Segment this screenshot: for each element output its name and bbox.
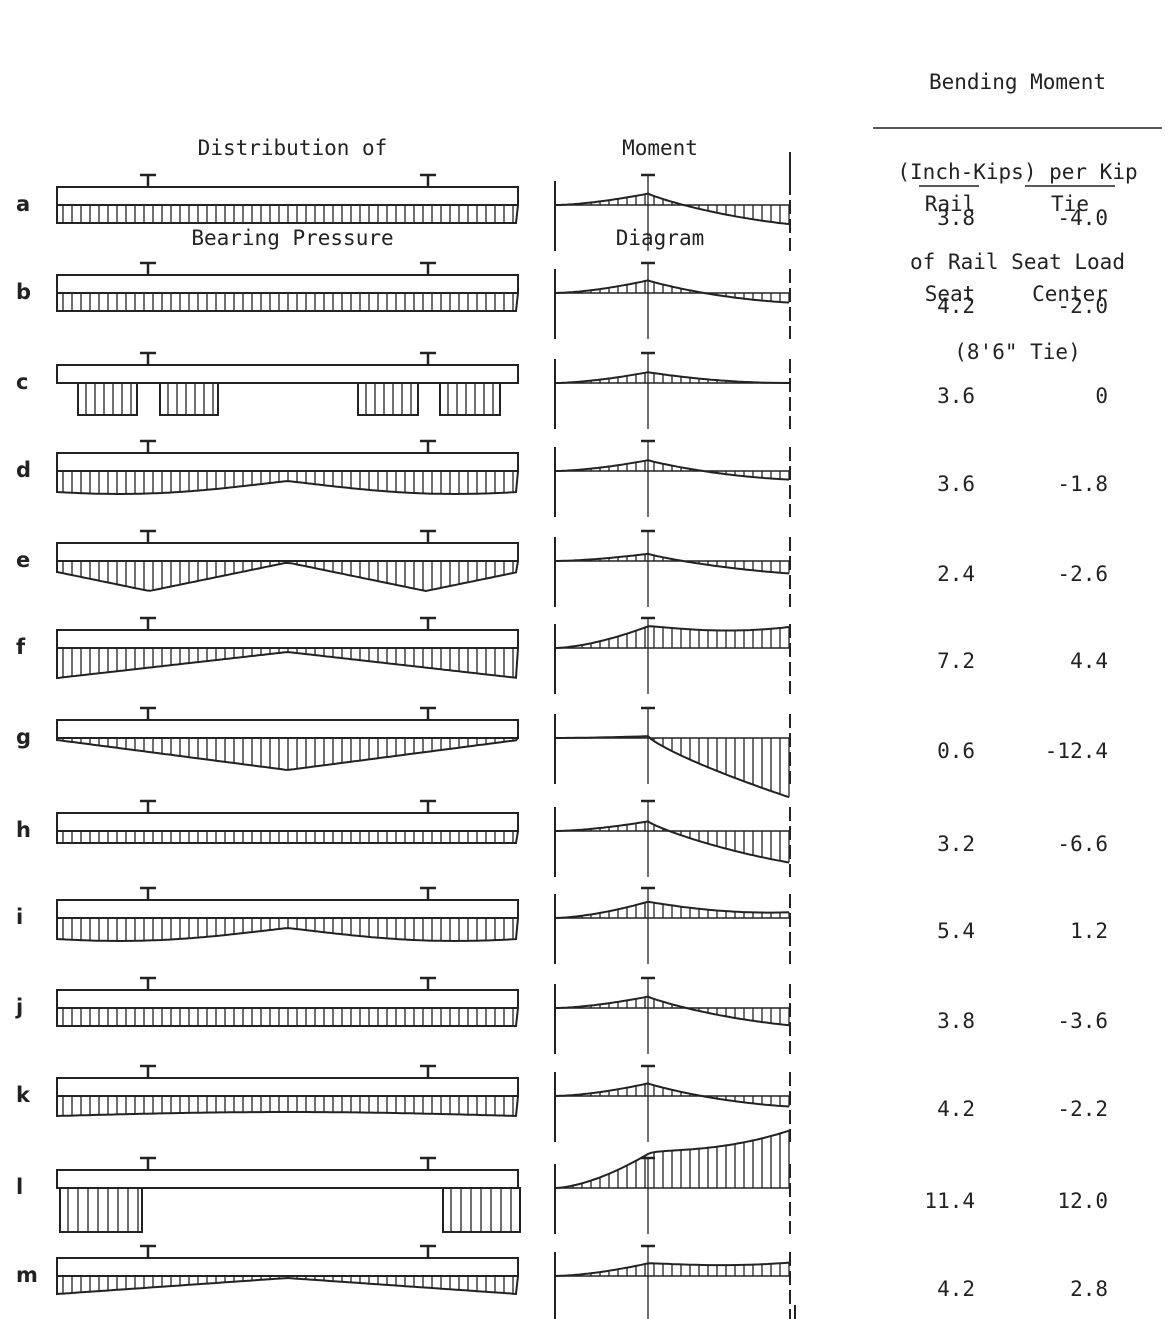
diagram-row-a: a 3.8 -4.0 — [16, 173, 1108, 251]
rail-seat-value-c: 3.6 — [937, 384, 975, 408]
tie-body — [56, 542, 519, 562]
pressure-outline — [56, 470, 519, 495]
row-letter-j: j — [15, 995, 23, 1019]
diagram-row-j: j 3.8 -3.6 — [15, 976, 1108, 1054]
tie-body — [56, 989, 519, 1009]
rail-seat-header-line-1: Rail — [924, 192, 976, 216]
row-letter-b: b — [16, 280, 31, 304]
tie-center-header-line-2: Center — [1032, 282, 1108, 306]
pressure-block — [439, 382, 501, 416]
tie-center-header-line-1: Tie — [1051, 192, 1089, 216]
diagram-row-i: i 5.4 1.2 — [16, 886, 1108, 964]
tie-body — [56, 1257, 519, 1277]
row-letter-g: g — [16, 725, 31, 749]
moment-header-line-1: Moment — [622, 136, 698, 160]
tie-body — [56, 899, 519, 919]
tie-body — [56, 364, 519, 384]
tie-body — [56, 719, 519, 739]
distribution-header: Distribution of Bearing Pressure — [150, 73, 435, 313]
bending-header-line-4: (8'6" Tie) — [954, 340, 1081, 364]
rail-seat-value-g: 0.6 — [937, 739, 975, 763]
rail-seat-value-k: 4.2 — [937, 1097, 975, 1121]
bending-header-line-2: (Inch-Kips) per Kip — [897, 160, 1138, 184]
moment-curve — [555, 820, 790, 864]
row-letter-k: k — [16, 1083, 31, 1107]
rail-seat-value-a: 3.8 — [937, 206, 975, 230]
tie-center-value-k: -2.2 — [1057, 1097, 1108, 1121]
moment-curve — [555, 192, 790, 226]
distribution-header-line-1: Distribution of — [197, 136, 388, 160]
moment-curve — [555, 552, 790, 575]
rail-seat-value-l: 11.4 — [924, 1189, 975, 1213]
row-letter-c: c — [16, 370, 28, 394]
row-letter-e: e — [16, 548, 30, 572]
moment-header: Moment Diagram — [580, 73, 740, 313]
rail-seat-value-b: 4.2 — [937, 294, 975, 318]
bending-header-line-3: of Rail Seat Load — [910, 250, 1125, 274]
row-letter-l: l — [16, 1175, 23, 1199]
tie-center-value-c: 0 — [1095, 384, 1108, 408]
tie-body — [56, 812, 519, 832]
tie-body — [56, 1169, 519, 1189]
bending-moment-header: Bending Moment (Inch-Kips) per Kip of Ra… — [870, 7, 1165, 427]
diagram-row-b: b 4.2 -2.0 — [16, 261, 1108, 339]
diagram-row-h: h 3.2 -6.6 — [16, 799, 1108, 877]
pressure-outline — [56, 917, 519, 942]
row-letter-f: f — [16, 635, 26, 659]
diagram-row-e: e 2.4 -2.6 — [16, 529, 1108, 607]
pressure-outline — [56, 647, 519, 680]
tie-center-value-b: -2.0 — [1057, 294, 1108, 318]
moment-curve — [555, 995, 790, 1027]
tie-body — [56, 452, 519, 472]
pressure-outline — [56, 1275, 519, 1296]
row-letter-a: a — [16, 192, 30, 216]
pressure-outline — [56, 1095, 519, 1118]
row-letter-h: h — [16, 818, 31, 842]
diagram-row-k: k 4.2 -2.2 — [16, 1064, 1108, 1142]
moment-header-line-2: Diagram — [615, 226, 705, 250]
tie-center-value-m: 2.8 — [1070, 1277, 1108, 1301]
bending-header-line-1: Bending Moment — [928, 70, 1106, 94]
rail-seat-value-d: 3.6 — [937, 472, 975, 496]
rail-seat-value-e: 2.4 — [937, 562, 975, 586]
tie-center-value-a: -4.0 — [1057, 206, 1108, 230]
tie-center-value-g: -12.4 — [1045, 739, 1108, 763]
distribution-header-line-2: Bearing Pressure — [191, 226, 394, 250]
pressure-block — [357, 382, 419, 416]
row-letter-i: i — [16, 905, 23, 929]
tie-center-value-h: -6.6 — [1057, 832, 1108, 856]
tie-center-value-j: -3.6 — [1057, 1009, 1108, 1033]
tie-center-value-f: 4.4 — [1070, 649, 1108, 673]
diagram-row-m: m 4.2 2.8 — [16, 1244, 1108, 1319]
tie-body — [56, 186, 519, 206]
rail-seat-value-i: 5.4 — [937, 919, 975, 943]
diagram-row-c: c 3.6 0 — [16, 351, 1108, 429]
pressure-block — [59, 1187, 143, 1233]
rail-seat-value-m: 4.2 — [937, 1277, 975, 1301]
rail-seat-header-line-2: Seat — [924, 282, 976, 306]
pressure-block — [159, 382, 219, 416]
diagram-row-g: g 0.6 -12.4 — [16, 706, 1108, 799]
diagram-row-d: d 3.6 -1.8 — [16, 439, 1108, 517]
rail-seat-value-h: 3.2 — [937, 832, 975, 856]
tie-center-value-d: -1.8 — [1057, 472, 1108, 496]
tie-center-value-l: 12.0 — [1057, 1189, 1108, 1213]
row-letter-m: m — [16, 1263, 38, 1287]
rail-seat-value-j: 3.8 — [937, 1009, 975, 1033]
tie-center-value-e: -2.6 — [1057, 562, 1108, 586]
rail-seat-column-header: Rail Seat — [905, 129, 995, 369]
tie-center-value-i: 1.2 — [1070, 919, 1108, 943]
tie-center-column-header: Tie Center — [1015, 129, 1125, 369]
tie-body — [56, 274, 519, 294]
diagram-row-l: l 11.4 12.0 — [16, 1129, 1108, 1234]
rail-seat-value-f: 7.2 — [937, 649, 975, 673]
diagram-row-f: f 7.2 4.4 — [16, 616, 1108, 694]
row-letter-d: d — [16, 458, 31, 482]
pressure-block — [77, 382, 138, 416]
tie-body — [56, 1077, 519, 1097]
tie-body — [56, 629, 519, 649]
